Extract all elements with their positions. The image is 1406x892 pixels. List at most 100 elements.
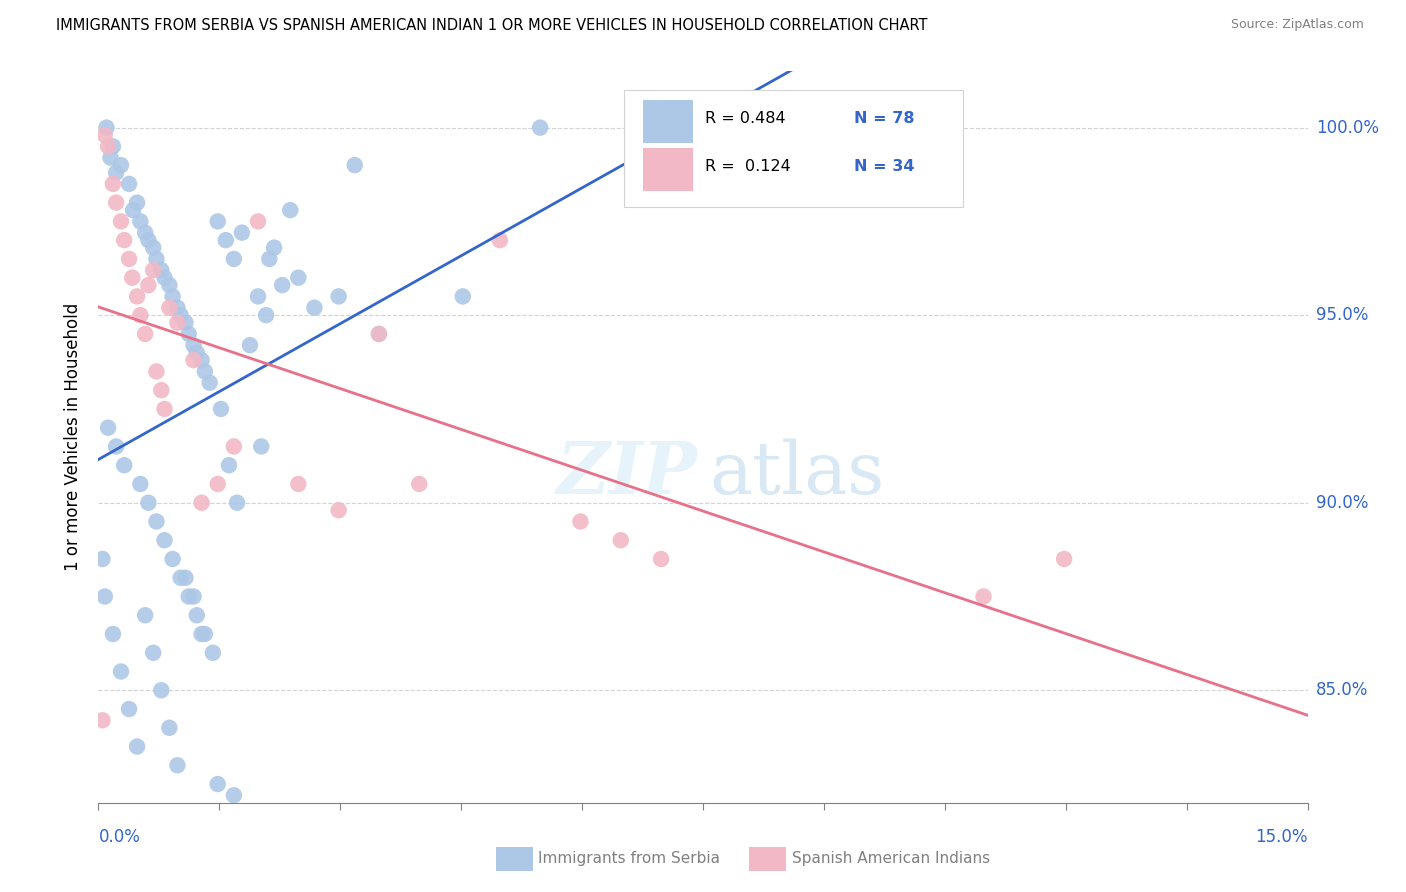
Point	[162, 552, 184, 566]
Point	[162, 289, 184, 303]
Point	[198, 376, 221, 390]
Point	[174, 571, 197, 585]
FancyBboxPatch shape	[749, 847, 786, 871]
Point	[153, 270, 176, 285]
Point	[183, 590, 205, 604]
Point	[105, 440, 128, 454]
Point	[177, 590, 200, 604]
Point	[222, 789, 245, 803]
Y-axis label: 1 or more Vehicles in Household: 1 or more Vehicles in Household	[65, 303, 83, 571]
FancyBboxPatch shape	[643, 100, 693, 143]
Point	[278, 203, 301, 218]
Point	[91, 713, 114, 727]
Point	[97, 420, 120, 434]
Text: N = 78: N = 78	[855, 111, 915, 126]
Point	[118, 177, 141, 191]
Point	[129, 214, 152, 228]
Text: 95.0%: 95.0%	[1316, 306, 1368, 324]
Point	[190, 353, 212, 368]
Point	[110, 214, 132, 228]
Point	[610, 533, 633, 548]
Point	[150, 263, 173, 277]
Point	[129, 477, 152, 491]
Point	[169, 571, 191, 585]
Point	[91, 552, 114, 566]
Point	[142, 241, 165, 255]
Text: Immigrants from Serbia: Immigrants from Serbia	[538, 852, 720, 866]
Point	[134, 608, 156, 623]
Point	[145, 252, 167, 266]
Point	[157, 301, 180, 315]
Text: 100.0%: 100.0%	[1316, 119, 1379, 136]
Point	[157, 278, 180, 293]
Point	[328, 503, 350, 517]
Point	[239, 338, 262, 352]
Point	[194, 627, 217, 641]
Point	[97, 139, 120, 153]
Point	[127, 195, 149, 210]
Point	[183, 353, 205, 368]
Text: ZIP: ZIP	[557, 438, 697, 509]
Point	[186, 345, 208, 359]
Point	[101, 139, 124, 153]
Point	[157, 721, 180, 735]
Point	[110, 665, 132, 679]
Point	[368, 326, 391, 341]
Point	[650, 552, 672, 566]
Point	[169, 308, 191, 322]
Point	[271, 278, 294, 293]
Point	[142, 263, 165, 277]
Point	[368, 326, 391, 341]
Point	[529, 120, 551, 135]
Point	[343, 158, 366, 172]
Point	[127, 739, 149, 754]
Text: 0.0%: 0.0%	[98, 828, 141, 846]
Point	[150, 383, 173, 397]
Point	[122, 203, 145, 218]
Point	[226, 496, 249, 510]
Point	[259, 252, 281, 266]
Point	[218, 458, 240, 473]
Point	[112, 233, 135, 247]
Point	[166, 301, 188, 315]
Text: R =  0.124: R = 0.124	[706, 160, 792, 174]
Point	[112, 458, 135, 473]
Point	[96, 120, 118, 135]
Point	[138, 496, 160, 510]
Point	[166, 758, 188, 772]
Point	[250, 440, 273, 454]
Point	[451, 289, 474, 303]
Point	[166, 316, 188, 330]
Point	[105, 166, 128, 180]
Point	[328, 289, 350, 303]
Point	[655, 113, 678, 128]
FancyBboxPatch shape	[624, 90, 963, 207]
Text: atlas: atlas	[709, 438, 884, 509]
Point	[94, 128, 117, 142]
Point	[110, 158, 132, 172]
FancyBboxPatch shape	[643, 148, 693, 191]
Point	[138, 278, 160, 293]
Point	[94, 590, 117, 604]
Point	[101, 627, 124, 641]
Point	[134, 226, 156, 240]
Point	[101, 177, 124, 191]
Point	[254, 308, 277, 322]
Point	[222, 252, 245, 266]
FancyBboxPatch shape	[496, 847, 533, 871]
Point	[134, 326, 156, 341]
Point	[183, 338, 205, 352]
Point	[142, 646, 165, 660]
Text: 85.0%: 85.0%	[1316, 681, 1368, 699]
Text: 15.0%: 15.0%	[1256, 828, 1308, 846]
Point	[129, 308, 152, 322]
Point	[287, 270, 309, 285]
Point	[186, 608, 208, 623]
Text: R = 0.484: R = 0.484	[706, 111, 786, 126]
Point	[207, 214, 229, 228]
Point	[973, 590, 995, 604]
Point	[201, 646, 224, 660]
Point	[145, 515, 167, 529]
Point	[194, 364, 217, 378]
Point	[209, 401, 232, 416]
